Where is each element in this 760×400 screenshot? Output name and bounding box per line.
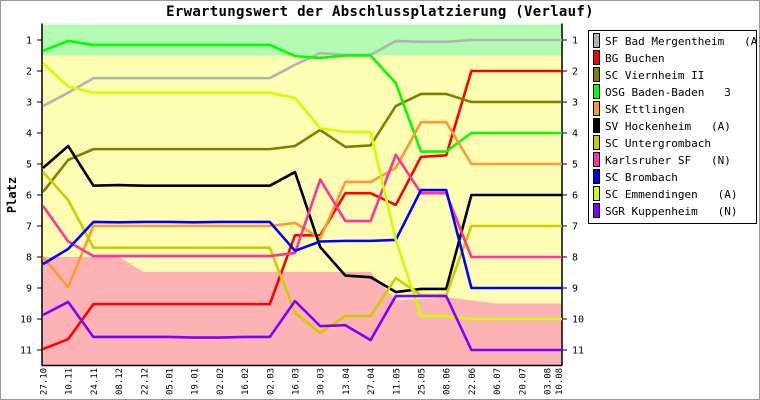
x-tick-label: 08.06	[443, 368, 453, 395]
legend-label: SV Hockenheim (A)	[605, 120, 731, 133]
y-tick-label-right: 8	[572, 253, 578, 264]
y-tick-label-left: 2	[26, 67, 32, 78]
series-line-10	[42, 294, 562, 352]
y-tick-label-right: 9	[572, 284, 578, 295]
y-tick-label-left: 4	[26, 129, 32, 140]
legend-label: BG Buchen	[605, 52, 665, 65]
legend-swatch	[593, 33, 600, 48]
legend-swatch	[593, 50, 600, 65]
legend-label: OSG Baden-Baden 3	[605, 86, 731, 99]
y-tick-label-right: 10	[572, 315, 584, 326]
x-tick-label: 27.04	[367, 368, 377, 395]
y-tick-label-right: 5	[572, 160, 578, 171]
legend-label: SGR Kuppenheim (N)	[605, 205, 737, 218]
series-line-0	[42, 38, 562, 108]
legend-swatch	[593, 84, 600, 99]
x-tick-label: 03.08	[544, 368, 554, 395]
x-tick-label: 22.12	[140, 368, 150, 395]
legend-swatch	[593, 203, 600, 218]
legend-swatch	[593, 67, 600, 82]
y-tick-label-right: 4	[572, 129, 578, 140]
y-tick-label-left: 9	[26, 284, 32, 295]
x-tick-label: 20.07	[518, 368, 528, 395]
series-line-9	[42, 62, 562, 321]
legend-box	[588, 30, 757, 224]
x-tick-label: 11.05	[392, 368, 402, 395]
y-tick-label-left: 6	[26, 191, 32, 202]
chart-title: Erwartungswert der Abschlussplatzierung …	[166, 4, 594, 20]
y-tick-label-right: 2	[572, 67, 578, 78]
series-line-7	[41, 153, 562, 259]
y-tick-label-left: 11	[20, 346, 32, 357]
series-line-5	[42, 144, 562, 294]
x-tick-label: 27.10	[40, 368, 50, 395]
y-tick-label-right: 6	[572, 191, 578, 202]
legend-label: Karlsruher SF (N)	[605, 154, 731, 167]
y-tick-label-left: 7	[26, 222, 32, 233]
series-line-6	[42, 171, 562, 335]
x-tick-label: 05.01	[166, 368, 176, 395]
x-tick-label: 02.03	[266, 368, 276, 395]
legend-label: SF Bad Mergentheim (A)	[605, 35, 760, 48]
legend-label: SC Viernheim II	[605, 69, 704, 82]
legend-swatch	[593, 118, 600, 133]
legend-label: SC Untergrombach	[605, 137, 711, 150]
y-tick-label-left: 3	[26, 98, 32, 109]
y-tick-label-left: 8	[26, 253, 32, 264]
series-line-2	[41, 92, 562, 193]
legend-label: SC Brombach	[605, 171, 678, 184]
legend-label: SK Ettlingen	[605, 103, 684, 116]
x-tick-label: 13.04	[342, 368, 352, 395]
x-tick-label: 06.07	[493, 368, 503, 395]
relegation-band	[42, 257, 562, 366]
x-tick-label: 08.12	[115, 368, 125, 395]
series-line-1	[42, 69, 562, 351]
legend-swatch	[593, 186, 600, 201]
y-axis-label: Platz	[5, 177, 19, 213]
y-tick-label-right: 3	[572, 98, 578, 109]
x-tick-label: 10.11	[65, 368, 75, 395]
y-tick-label-right: 1	[572, 36, 578, 47]
x-tick-label: 25.05	[418, 368, 428, 395]
legend-label: SC Emmendingen (A)	[605, 188, 737, 201]
x-tick-label: 02.02	[216, 368, 226, 395]
y-tick-label-left: 1	[26, 36, 32, 47]
legend-swatch	[593, 135, 600, 150]
y-tick-label-left: 10	[20, 315, 32, 326]
legend-swatch	[593, 101, 600, 116]
y-tick-label-left: 5	[26, 160, 32, 171]
legend-swatch	[593, 152, 600, 167]
series-line-8	[42, 188, 562, 290]
x-tick-label: 30.03	[317, 368, 327, 395]
x-tick-label: 16.03	[292, 368, 302, 395]
x-tick-label: 22.06	[468, 368, 478, 395]
x-tick-label: 10.08	[555, 368, 565, 395]
x-tick-label: 19.01	[191, 368, 201, 395]
x-tick-label: 16.02	[241, 368, 251, 395]
y-tick-label-right: 7	[572, 222, 578, 233]
series-line-3	[42, 39, 562, 153]
legend-swatch	[593, 169, 600, 184]
x-tick-label: 24.11	[90, 368, 100, 395]
y-tick-label-right: 11	[572, 346, 584, 357]
series-line-4	[42, 120, 562, 289]
